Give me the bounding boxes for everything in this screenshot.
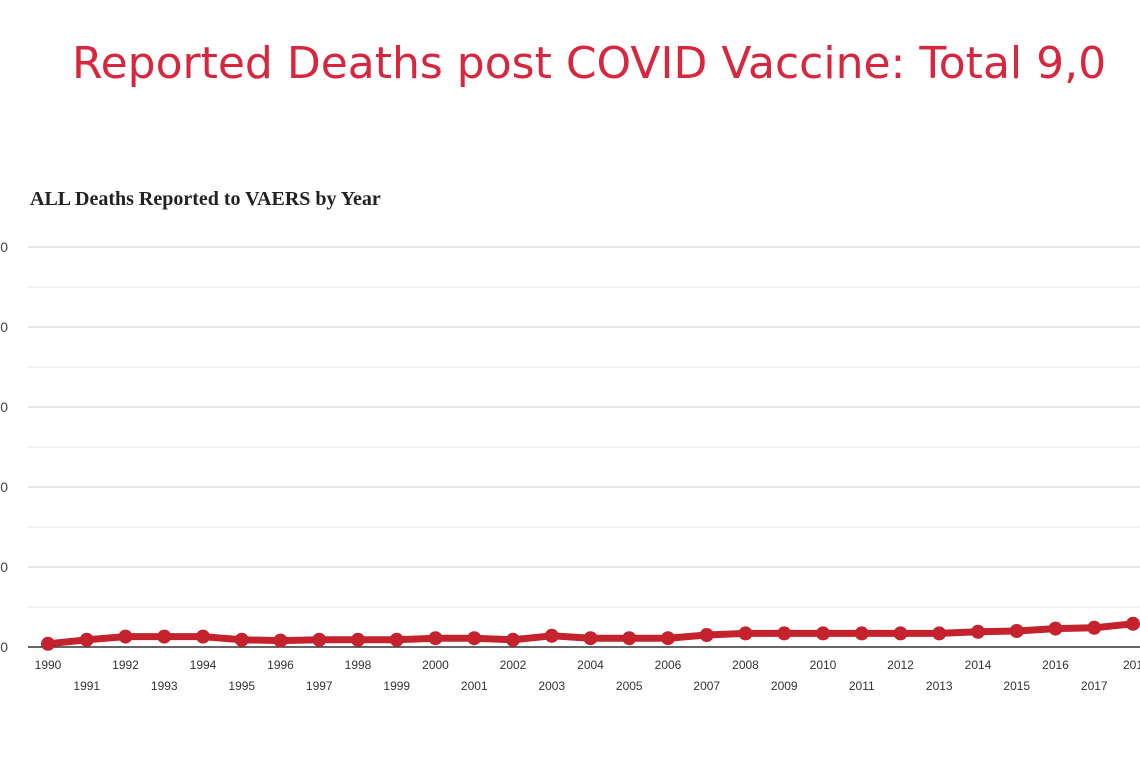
x-tick-label: 1999 (383, 679, 410, 693)
data-point (312, 632, 327, 647)
x-tick-label: 2004 (577, 658, 604, 672)
data-point (661, 631, 675, 646)
x-tick-label: 1990 (35, 658, 62, 672)
data-point (273, 633, 288, 648)
data-point (506, 632, 520, 647)
x-tick-label: 1994 (190, 658, 217, 672)
y-tick-label: 0 (0, 639, 8, 655)
x-tick-label: 2011 (849, 679, 875, 693)
x-tick-label: 2003 (538, 679, 565, 693)
x-tick-label: 2017 (1081, 679, 1108, 693)
x-tick-label: 2013 (926, 679, 953, 693)
data-point (234, 632, 249, 647)
data-point (1126, 616, 1140, 631)
x-tick-label: 2002 (500, 658, 527, 672)
x-tick-label: 2000 (422, 658, 449, 672)
x-tick-label: 201 (1123, 658, 1140, 672)
x-tick-label: 1991 (73, 679, 100, 693)
data-point (816, 626, 830, 641)
data-point (351, 632, 365, 647)
x-tick-label: 1993 (151, 679, 178, 693)
data-point (118, 629, 133, 644)
data-point (777, 626, 792, 641)
chart-title: ALL Deaths Reported to VAERS by Year (30, 188, 381, 210)
gridlines (28, 246, 1140, 648)
data-point (1009, 624, 1024, 638)
y-tick-label: 0 (0, 239, 8, 255)
x-tick-label: 2014 (965, 658, 992, 672)
data-point (893, 626, 908, 641)
x-tick-label: 1996 (267, 658, 294, 672)
data-point (196, 629, 210, 644)
data-point (622, 631, 637, 646)
x-tick-label: 2008 (732, 658, 759, 672)
data-point (467, 631, 482, 646)
x-tick-label: 1995 (228, 679, 255, 693)
x-tick-label: 2001 (461, 679, 488, 693)
data-point (389, 632, 404, 647)
x-tick-label: 2015 (1003, 679, 1030, 693)
data-point (699, 628, 714, 642)
x-tick-label: 1992 (112, 658, 139, 672)
y-axis-tick-labels: 0 0 0 0 0 0 (0, 239, 8, 655)
x-axis-tick-labels: 1990 1991 1992 1993 1994 1995 1996 1997 1998 1999… (35, 658, 1140, 693)
data-point (738, 626, 753, 641)
x-tick-label: 1997 (306, 679, 333, 693)
data-point (971, 624, 985, 639)
series-layer (41, 616, 1140, 651)
data-point (41, 636, 55, 651)
data-point (583, 631, 598, 646)
x-tick-label: 2009 (771, 679, 798, 693)
data-point (1087, 620, 1102, 635)
x-tick-label: 2006 (655, 658, 682, 672)
x-tick-label: 2005 (616, 679, 643, 693)
data-point (79, 632, 94, 647)
data-point (854, 626, 869, 641)
data-point (932, 626, 947, 641)
data-point (157, 629, 172, 644)
y-tick-label: 0 (0, 399, 8, 415)
y-tick-label: 0 (0, 479, 8, 495)
y-tick-label: 0 (0, 559, 8, 575)
x-tick-label: 2016 (1042, 658, 1069, 672)
x-tick-label: 1998 (345, 658, 372, 672)
data-point (544, 628, 559, 643)
data-point (428, 631, 443, 646)
x-tick-label: 2012 (887, 658, 914, 672)
page-headline: Reported Deaths post COVID Vaccine: Tota… (72, 38, 1107, 89)
y-tick-label: 0 (0, 319, 8, 335)
x-tick-label: 2007 (693, 679, 720, 693)
data-point (1048, 621, 1063, 636)
x-tick-label: 2010 (810, 658, 837, 672)
